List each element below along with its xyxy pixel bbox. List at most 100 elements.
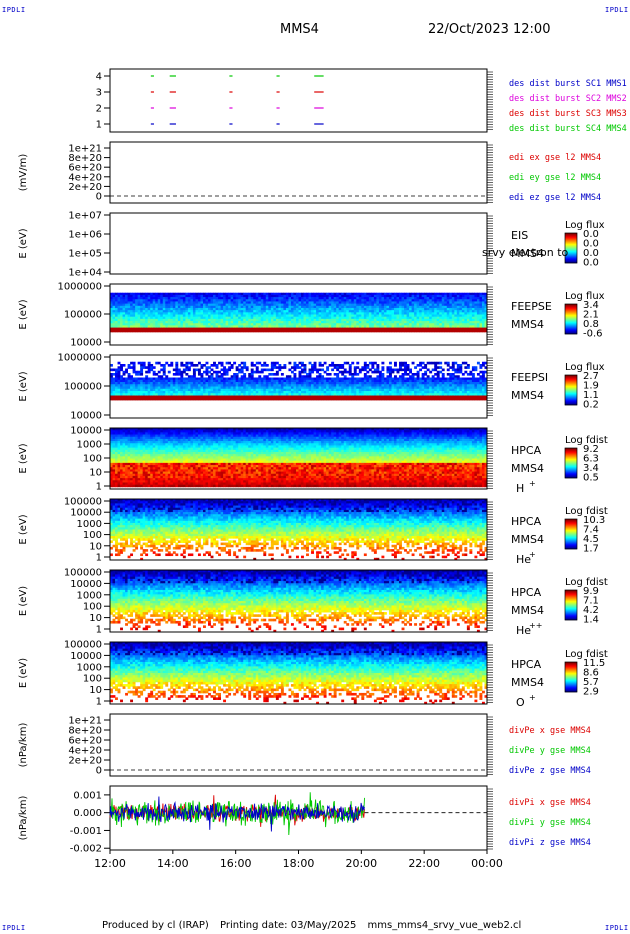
colorbar-swatch [565,317,577,319]
spectrogram-cell [429,361,433,365]
spectrogram-cell [160,321,164,324]
spectrogram-cell [444,323,448,326]
spectrogram-cell [137,294,141,298]
spectrogram-cell [150,316,154,320]
spectrogram-cell [328,316,332,320]
spectrogram-cell [406,316,410,320]
spectrogram-cell [323,393,327,396]
spectrogram-cell [459,312,463,315]
spectrogram-cell [406,305,410,309]
spectrogram-cell [295,384,299,387]
spectrogram-cell [185,323,189,326]
spectrogram-cell [120,314,123,318]
spectrogram-cell [255,318,259,322]
spectrogram-cell [110,307,113,311]
spectrogram-cell [381,299,385,302]
spectrogram-cell [260,301,264,305]
spectrogram-cell [406,323,410,326]
spectrogram-cell [404,384,407,387]
colorbar-swatch [565,313,577,315]
spectrogram-cell [120,299,123,302]
spectrogram-cell [182,327,186,331]
spectrogram-cell [185,292,189,296]
spectrogram-cell [175,323,179,326]
spectrogram-cell [383,377,387,381]
spectrogram-cell [162,307,166,311]
spectrogram-cell [220,312,224,315]
spectrogram-cell [253,303,257,307]
spectrogram-cell [213,301,216,305]
spectrogram-cell [331,310,335,313]
spectrogram-cell [388,393,392,396]
spectrogram-cell [167,297,171,300]
spectrogram-cell [187,388,191,392]
spectrogram-cell [316,368,320,372]
spectrogram-cell [419,377,423,381]
spectrogram-cell [142,388,146,392]
spectrogram-cell [431,312,435,315]
spectrogram-cell [130,366,134,369]
spectrogram-cell [192,294,196,298]
spectrogram-cell [313,327,317,331]
spectrogram-cell [140,361,144,365]
spectrogram-cell [200,377,204,381]
spectrogram-cell [223,297,227,300]
spectrogram-cell [378,303,382,307]
spectrogram-cell [466,386,470,390]
spectrogram-cell [376,366,380,369]
spectrogram-cell [225,370,229,374]
spectrogram-cell [268,321,272,324]
spectrogram-cell [180,397,184,401]
spectrogram-cell [175,366,179,369]
spectrogram-cell [295,391,299,394]
spectrogram-cell [230,395,234,399]
spectrogram-cell [376,307,380,311]
spectrogram-cell [182,316,186,320]
spectrogram-cell [120,377,123,381]
spectrogram-cell [429,377,433,381]
spectrogram-cell [451,312,455,315]
eis-overlay-label: srvy electron to [482,246,569,259]
spectrogram-cell [258,382,262,385]
spectrogram-cell [125,379,128,383]
spectrogram-cell [152,393,156,396]
spectrogram-cell [358,395,362,399]
spectrogram-cell [275,310,279,313]
spectrogram-cell [190,316,194,320]
spectrogram-cell [439,391,443,394]
spectrogram-cell [386,321,390,324]
spectrogram-cell [338,327,342,331]
spectrogram-cell [361,391,365,394]
spectrogram-cell [326,384,330,387]
spectrogram-cell [238,370,242,374]
spectrogram-cell [147,303,151,307]
spectrogram-cell [386,314,390,318]
spectrogram-cell [316,375,320,378]
spectrogram-cell [409,303,412,307]
spectrogram-cell [399,327,402,331]
spectrogram-cell [449,397,453,401]
spectrogram-cell [376,310,380,313]
spectrogram-cell [363,316,367,320]
spectrogram-cell [130,379,134,383]
spectrogram-cell [120,327,123,331]
spectrogram-cell [167,327,171,331]
spectrogram-cell [421,325,425,328]
spectrogram-cell [361,366,365,369]
spectrogram-cell [200,366,204,369]
spectrogram-cell [308,327,312,331]
spectrogram-cell [321,316,325,320]
spectrogram-cell [373,297,377,300]
spectrogram-cell [373,316,377,320]
spectrogram-cell [230,314,234,318]
spectrogram-cell [293,361,297,365]
spectrogram-cell [441,393,445,396]
spectrogram-cell [180,316,184,320]
spectrogram-cell [454,397,458,401]
spectrogram-cell [200,386,204,390]
spectrogram-cell [368,377,372,381]
spectrogram-cell [308,292,312,296]
spectrogram-cell [426,327,430,331]
spectrogram-cell [394,382,397,385]
spectrogram-cell [162,321,166,324]
